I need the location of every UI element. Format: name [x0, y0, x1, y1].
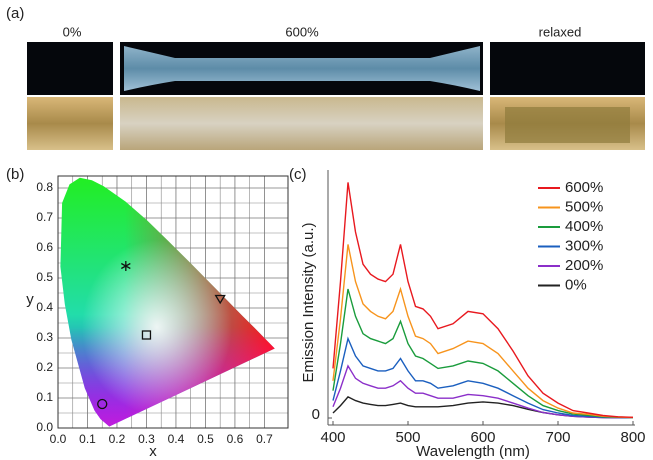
x-axis-label: Wavelength (nm): [416, 443, 530, 460]
x-tick-label: 0.0: [50, 432, 67, 446]
spectrum-line: [332, 364, 633, 419]
y-tick-label: 0.7: [36, 210, 53, 224]
y-axis-label: Emission Intensity (a.u.): [300, 222, 317, 382]
x-tick-label: 800: [620, 429, 645, 446]
y-tick-label: 0.5: [36, 270, 53, 284]
photo-caption: relaxed: [539, 24, 582, 39]
x-tick-label: 500: [395, 429, 420, 446]
cie-gamut: [60, 177, 275, 427]
photo-caption: 0%: [63, 24, 82, 39]
y-tick-label: 0.4: [36, 300, 53, 314]
x-tick-label: 400: [320, 429, 345, 446]
y-tick-label: 0: [312, 406, 320, 423]
x-tick-label: 0.1: [79, 432, 96, 446]
y-tick-label: 0.1: [36, 390, 53, 404]
legend-label: 500%: [565, 198, 603, 215]
point: [121, 261, 131, 271]
plot-frame: [57, 175, 289, 429]
x-tick-label: 600: [470, 429, 495, 446]
y-tick-label: 0.6: [36, 240, 53, 254]
y-tick-label: 0.0: [36, 420, 53, 434]
y-tick-label: 0.3: [36, 330, 53, 344]
spectrum-line: [332, 288, 634, 419]
panel-label: (a): [6, 5, 24, 22]
x-tick-label: 0.6: [227, 432, 244, 446]
point: [141, 330, 152, 340]
x-tick-label: 0.2: [109, 432, 126, 446]
legend-label: 200%: [565, 257, 603, 274]
spectrum-line: [332, 182, 634, 418]
y-axis-label: y: [26, 291, 34, 308]
x-tick-label: 0.7: [256, 432, 273, 446]
gamut-fill: [60, 177, 275, 427]
y-tick-label: 0.8: [36, 180, 53, 194]
spectrum-line: [332, 336, 634, 419]
legend-label: 0%: [565, 276, 587, 293]
x-axis-label: x: [149, 443, 157, 460]
legend-label: 400%: [565, 218, 603, 235]
spectrum-line: [332, 244, 634, 419]
point: [214, 294, 226, 305]
panel-label: (c): [289, 166, 307, 183]
x-tick-label: 0.4: [168, 432, 185, 446]
x-tick-label: 700: [545, 429, 570, 446]
point: [97, 398, 108, 410]
x-tick-label: 0.3: [138, 432, 155, 446]
legend-label: 600%: [565, 179, 603, 196]
y-tick-label: 0.2: [36, 360, 53, 374]
panel-label: (b): [6, 166, 24, 183]
photos: [27, 42, 645, 150]
photo-caption: 600%: [285, 24, 319, 39]
legend-label: 300%: [565, 237, 603, 254]
x-tick-label: 0.5: [197, 432, 214, 446]
